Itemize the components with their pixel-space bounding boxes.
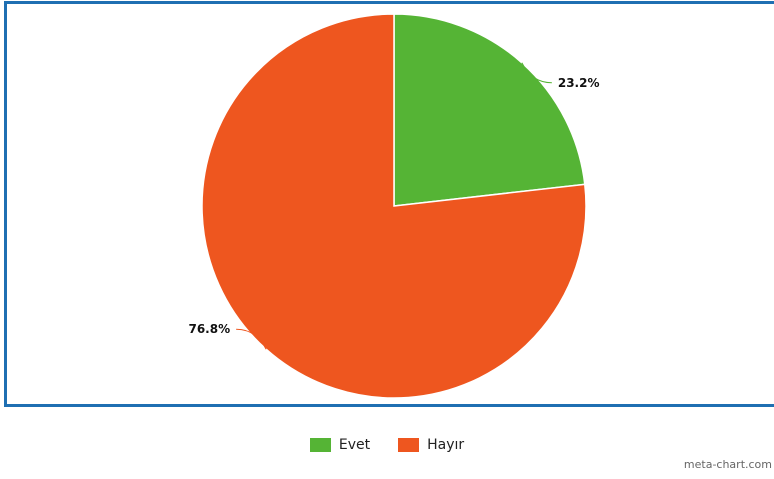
leader-line-evet: [521, 62, 552, 84]
legend-item-evet[interactable]: Evet: [309, 437, 371, 453]
leader-lines: [236, 62, 552, 350]
pie-slice-evet[interactable]: [393, 13, 586, 207]
credit-link[interactable]: meta-chart.com: [683, 458, 772, 471]
legend: Evet Hayır: [0, 437, 774, 453]
legend-swatch-evet: [309, 438, 331, 452]
legend-item-hayir[interactable]: Hayır: [398, 437, 464, 453]
data-label-hayr: 76.8%: [188, 322, 230, 336]
leader-line-hayr: [236, 328, 267, 350]
legend-swatch-hayir: [398, 438, 420, 452]
legend-label-evet: Evet: [338, 437, 371, 453]
data-labels: 23.2% 76.8%: [188, 76, 599, 336]
data-label-evet: 23.2%: [558, 76, 600, 90]
legend-label-hayir: Hayır: [427, 437, 465, 453]
pie-slices: [201, 13, 587, 399]
chart-frame: [4, 1, 774, 407]
